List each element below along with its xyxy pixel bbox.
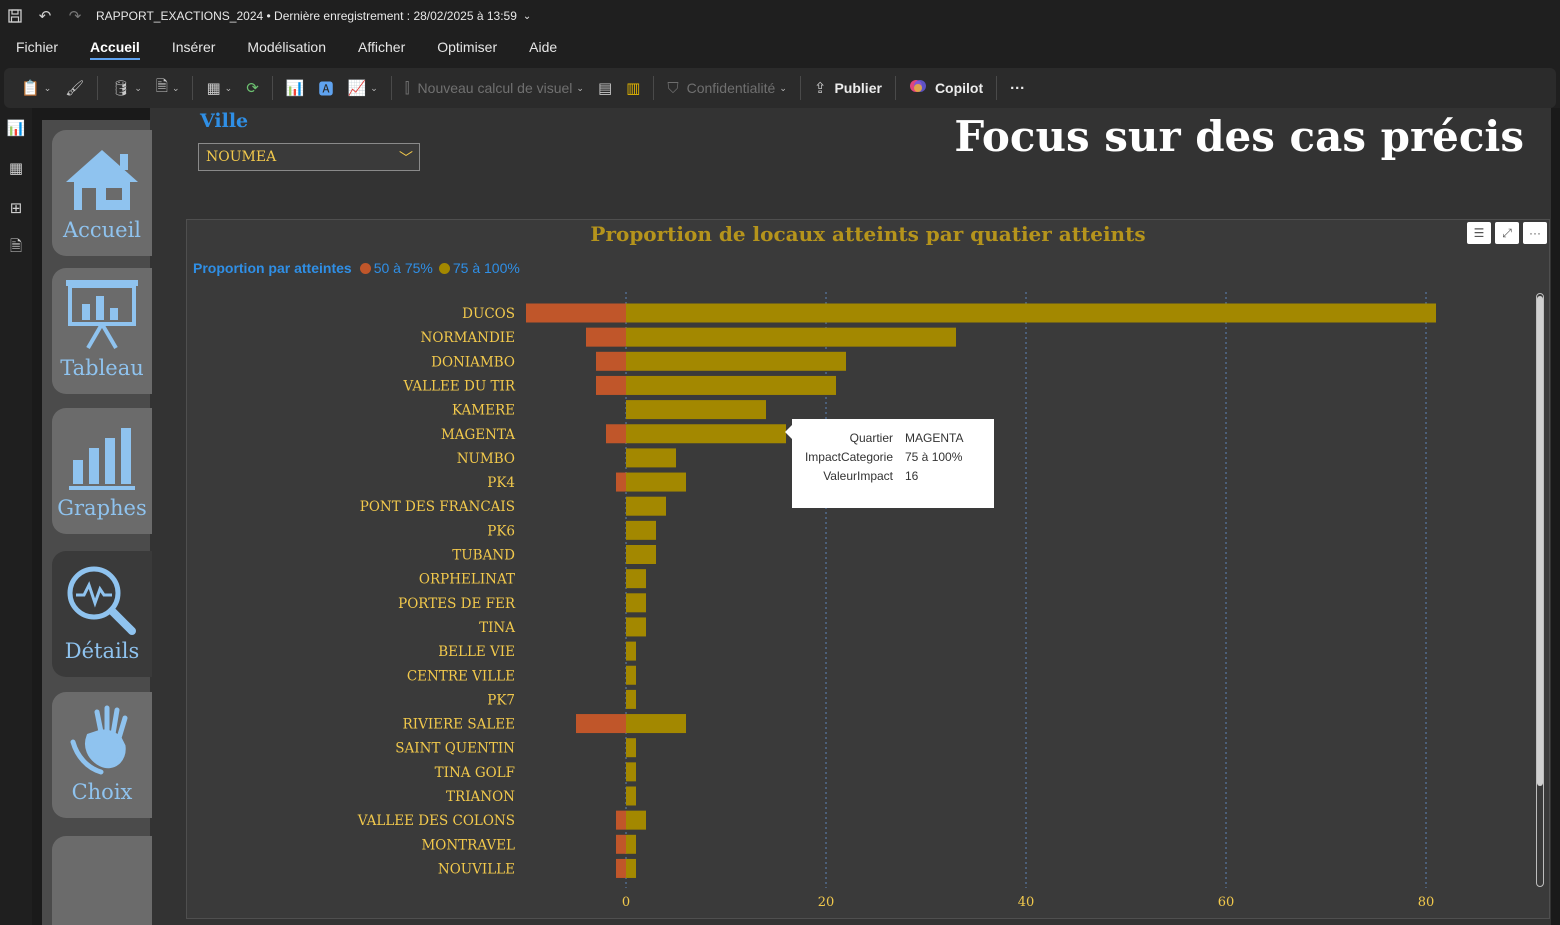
clock-document-icon: 🗎 <box>155 77 168 95</box>
chart-scroll-thumb[interactable] <box>1537 296 1543 786</box>
table-view-icon[interactable]: ▦ <box>8 160 24 177</box>
format-painter-button[interactable]: 🖌 <box>58 73 91 103</box>
transform-data-button[interactable]: ▦ ⌄ <box>206 80 233 97</box>
nav-button-empty[interactable] <box>52 836 152 925</box>
brush-icon: 🖌 <box>65 80 85 97</box>
presentation-board-icon <box>66 280 138 350</box>
visual-icon: 📊 <box>285 80 305 97</box>
nav-label: Accueil <box>62 218 142 242</box>
nav-label: Détails <box>64 639 140 663</box>
ville-dropdown-value: NOUMEA <box>206 149 277 165</box>
menu-accueil[interactable]: Accueil <box>74 32 156 62</box>
nav-label: Graphes <box>57 496 147 520</box>
dax-query-icon[interactable]: 🗎 <box>9 237 23 255</box>
nav-button-accueil[interactable]: Accueil <box>52 130 152 256</box>
legend-swatch-75-100 <box>438 262 450 274</box>
visuals-icon: 📈 <box>347 80 367 97</box>
report-view-icon[interactable]: 📊 <box>6 120 26 137</box>
refresh-button[interactable]: ⟳ <box>239 73 266 103</box>
refresh-icon: ⟳ <box>246 80 259 97</box>
text-box-button[interactable]: 🅰 <box>311 73 340 103</box>
publish-icon: ⇪ <box>813 80 827 97</box>
visual-header-tools: ☰ ⤢ ··· <box>1467 222 1547 244</box>
get-data-button[interactable]: 🛢 ⌄ <box>111 80 142 97</box>
nav-button-graphes[interactable]: Graphes <box>52 408 152 534</box>
more-options-icon[interactable]: ··· <box>1523 222 1547 244</box>
new-measure-button[interactable]: ▤ <box>591 73 619 103</box>
more-visuals-button[interactable]: 📈 ⌄ <box>347 80 378 97</box>
paste-button[interactable]: 📋 ⌄ <box>21 80 52 97</box>
recent-sources-button[interactable]: 🗎 ⌄ <box>149 73 187 103</box>
undo-icon[interactable]: ↶ <box>38 8 52 25</box>
table-edit-icon: ▦ <box>206 80 221 97</box>
legend-label-50-75[interactable]: 50 à 75% <box>373 260 433 276</box>
menu-aide[interactable]: Aide <box>529 39 558 55</box>
menu-afficher[interactable]: Afficher <box>358 39 406 55</box>
model-view-icon[interactable]: ⊞ <box>9 200 23 217</box>
calc-icon: ⫿ <box>404 79 410 97</box>
tooltip-row: ImpactCategorie 75 à 100% <box>804 450 963 464</box>
window-title: RAPPORT_EXACTIONS_2024 • Dernière enregi… <box>96 9 517 23</box>
more-options-button[interactable]: ··· <box>1010 79 1026 97</box>
publish-button[interactable]: ⇪ Publier <box>813 80 882 97</box>
clipboard-icon: 📋 <box>21 80 40 97</box>
view-rail: 📊 ▦ ⊞ 🗎 <box>0 108 32 925</box>
textbox-icon: 🅰 <box>318 80 334 98</box>
shield-icon: ⛉ <box>667 79 679 97</box>
database-icon: 🛢 <box>111 80 131 97</box>
calculator-icon: ▤ <box>597 80 613 97</box>
page-title: Focus sur des cas précis <box>954 112 1524 161</box>
chart-tooltip: Quartier MAGENTA ImpactCategorie 75 à 10… <box>785 419 994 508</box>
ville-filter-label: Ville <box>200 110 249 132</box>
focus-mode-icon[interactable]: ⤢ <box>1495 222 1519 244</box>
copilot-button[interactable]: Copilot <box>902 73 990 103</box>
bar-chart-icon <box>69 428 135 490</box>
copilot-icon <box>909 77 927 99</box>
confidentiality-button[interactable]: ⛉ Confidentialité ⌄ <box>667 79 787 97</box>
new-visual-calc-button[interactable]: ⫿ Nouveau calcul de visuel ⌄ <box>404 79 584 97</box>
menu-modelisation[interactable]: Modélisation <box>247 39 327 55</box>
legend-swatch-50-75 <box>359 262 371 274</box>
ribbon-toolbar: 📋 ⌄ 🖌 🛢 ⌄ 🗎 ⌄ ▦ ⌄ ⟳ 📊 🅰 📈 ⌄ ⫿ Nouveau calcul … <box>4 68 1556 108</box>
chevron-down-icon: ﹀ <box>399 151 413 167</box>
hands-icon <box>70 705 128 775</box>
menu-bar: Fichier Accueil Insérer Modélisation Aff… <box>0 32 1560 62</box>
redo-icon[interactable]: ↷ <box>68 8 82 25</box>
chevron-down-icon[interactable]: ⌄ <box>522 10 532 22</box>
tooltip-row: ValeurImpact 16 <box>823 469 919 483</box>
menu-optimiser[interactable]: Optimiser <box>437 39 498 55</box>
title-bar: ↶ ↷ RAPPORT_EXACTIONS_2024 • Dernière en… <box>0 0 1560 32</box>
tooltip-row: Quartier MAGENTA <box>849 431 964 445</box>
legend-title: Proportion par atteintes <box>193 260 352 276</box>
chart-title: Proportion de locaux atteints par quatie… <box>590 222 1146 246</box>
nav-button-details[interactable]: Détails <box>52 551 152 677</box>
legend-label-75-100[interactable]: 75 à 100% <box>452 260 520 276</box>
bar-chart-visual[interactable]: Proportion de locaux atteints par quatie… <box>186 219 1550 919</box>
ville-dropdown[interactable]: NOUMEA ﹀ <box>198 143 420 171</box>
chart-legend: Proportion par atteintes 50 à 75% 75 à 1… <box>193 260 526 276</box>
menu-inserer[interactable]: Insérer <box>171 39 216 55</box>
save-icon[interactable] <box>0 0 30 32</box>
new-visual-button[interactable]: 📊 <box>279 73 312 103</box>
menu-fichier[interactable]: Fichier <box>16 39 59 55</box>
filter-icon[interactable]: ☰ <box>1467 222 1491 244</box>
nav-button-tableau[interactable]: Tableau <box>52 268 152 394</box>
nav-label: Tableau <box>60 356 144 380</box>
quick-measure-icon: ▥ <box>626 80 641 97</box>
home-icon <box>66 150 138 210</box>
quick-measure-button[interactable]: ▥ <box>619 73 647 103</box>
nav-label: Choix <box>71 780 133 804</box>
magnifier-pulse-icon <box>67 566 136 635</box>
nav-button-choix[interactable]: Choix <box>52 692 152 818</box>
